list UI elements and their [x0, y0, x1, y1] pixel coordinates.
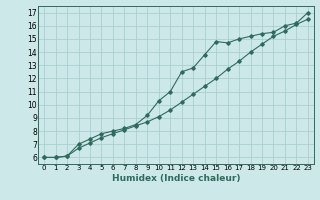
X-axis label: Humidex (Indice chaleur): Humidex (Indice chaleur) [112, 174, 240, 183]
